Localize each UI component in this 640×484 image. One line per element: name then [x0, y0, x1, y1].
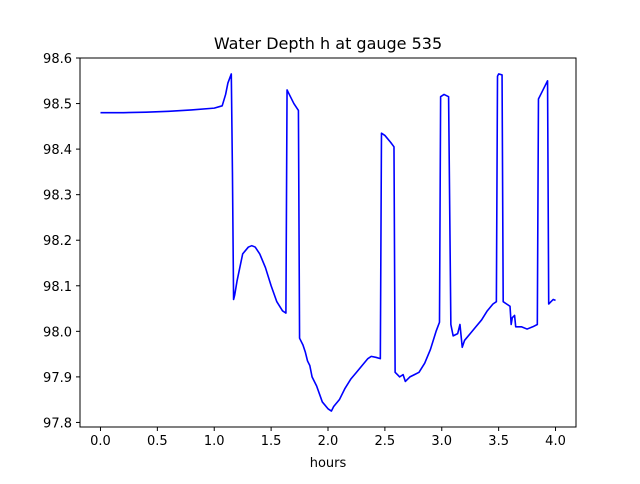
x-tick-label: 3.0	[431, 434, 452, 449]
chart-title: Water Depth h at gauge 535	[214, 34, 442, 53]
series-line-0	[100, 73, 556, 412]
y-tick-label: 98.4	[43, 143, 72, 158]
y-tick-label: 97.9	[43, 371, 72, 386]
x-tick-label: 1.5	[261, 434, 282, 449]
y-tick-label: 98.0	[43, 325, 72, 340]
x-tick-label: 4.0	[545, 434, 566, 449]
x-tick-label: 3.5	[488, 434, 509, 449]
y-axis: 97.8 97.9 98.0 98.1 98.2 98.3 98.4 98.5 98.6	[43, 52, 80, 431]
x-tick-label: 0.5	[147, 434, 168, 449]
x-tick-label: 2.5	[375, 434, 396, 449]
y-tick-label: 98.1	[43, 280, 72, 295]
y-tick-label: 97.8	[43, 416, 72, 431]
y-tick-label: 98.2	[43, 234, 72, 249]
y-tick-label: 98.5	[43, 98, 72, 113]
x-tick-label: 2.0	[318, 434, 339, 449]
y-tick-label: 98.3	[43, 189, 72, 204]
y-tick-label: 98.6	[43, 52, 72, 67]
x-axis: 0.0 0.5 1.0 1.5 2.0 2.5 3.0 3.5 4.0	[90, 427, 566, 449]
x-axis-title: hours	[310, 456, 347, 471]
series-layer	[100, 73, 556, 412]
x-tick-label: 1.0	[204, 434, 225, 449]
x-tick-label: 0.0	[90, 434, 111, 449]
